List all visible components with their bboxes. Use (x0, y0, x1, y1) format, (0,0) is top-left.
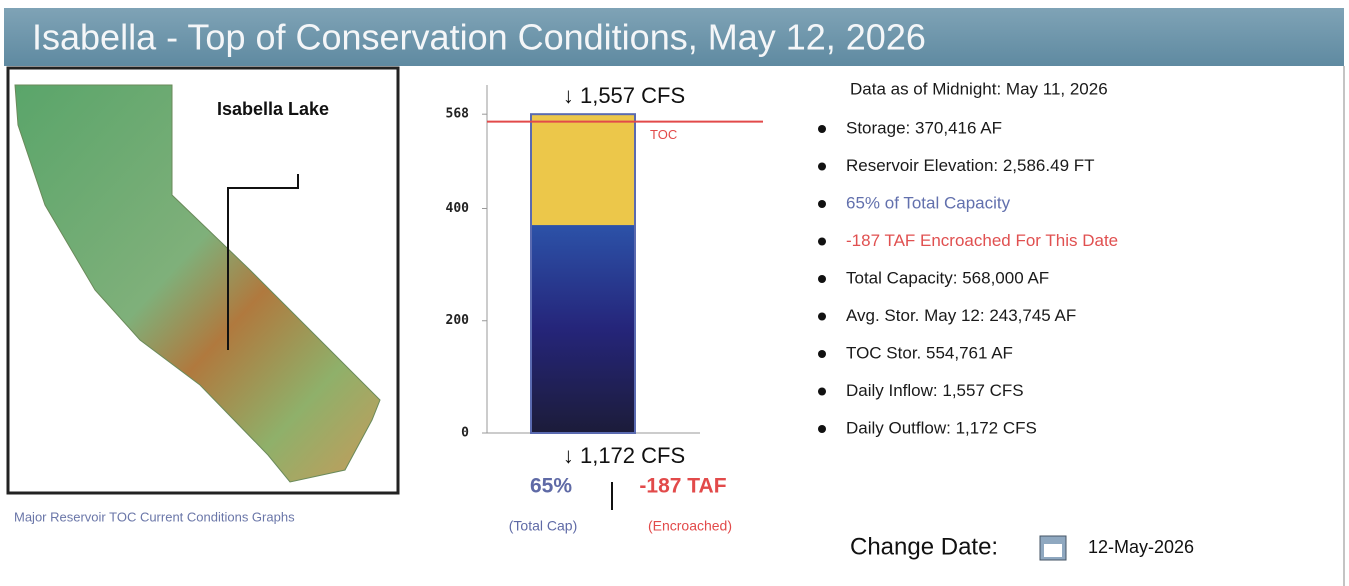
page-title: Isabella - Top of Conservation Condition… (32, 17, 926, 58)
y-tick-label: 200 (446, 313, 470, 328)
percent-caption: (Total Cap) (509, 518, 577, 534)
map-caption[interactable]: Major Reservoir TOC Current Conditions G… (14, 509, 295, 524)
storage-bar (532, 225, 634, 432)
info-item: Avg. Stor. May 12: 243,745 AF (846, 306, 1076, 325)
info-item: Daily Inflow: 1,557 CFS (846, 381, 1024, 400)
bullet (818, 388, 826, 396)
encroached-caption: (Encroached) (648, 518, 732, 534)
info-item: Daily Outflow: 1,172 CFS (846, 418, 1037, 437)
outflow-label: ↓ 1,172 CFS (563, 443, 685, 468)
bullet (818, 125, 826, 133)
info-item: Reservoir Elevation: 2,586.49 FT (846, 156, 1095, 175)
y-tick-label: 0 (461, 426, 469, 441)
y-tick-label: 400 (446, 201, 470, 216)
inflow-label: ↓ 1,557 CFS (563, 83, 685, 108)
info-item: Storage: 370,416 AF (846, 118, 1002, 137)
toc-label: TOC (650, 127, 677, 142)
page: { "header": {"title": "Isabella - Top of… (0, 0, 1349, 586)
chart: 0 200 400 568 TOC ↓ 1,557 CFS ↓ 1,172 CFS 65% -1… (446, 83, 763, 534)
y-tick-label: 568 (446, 107, 470, 122)
screen: Isabella - Top of Conservation Condition… (0, 0, 1349, 586)
bullet (818, 350, 826, 358)
bullet (818, 163, 826, 171)
info-item: -187 TAF Encroached For This Date (846, 231, 1118, 250)
bullet (818, 275, 826, 283)
encroached-label: -187 TAF (639, 475, 726, 498)
percent-label: 65% (530, 475, 572, 498)
info-item: Total Capacity: 568,000 AF (846, 268, 1049, 287)
info-list: Storage: 370,416 AF Reservoir Elevation: … (818, 118, 1118, 437)
bullet (818, 425, 826, 433)
map-label: Isabella Lake (217, 99, 329, 119)
info-item: 65% of Total Capacity (846, 193, 1011, 212)
info-item: TOC Stor. 554,761 AF (846, 343, 1013, 362)
as-of: Data as of Midnight: May 11, 2026 (850, 79, 1108, 98)
bullet (818, 200, 826, 208)
bullet (818, 238, 826, 246)
bullet (818, 313, 826, 321)
change-date-value[interactable]: 12-May-2026 (1088, 537, 1194, 557)
calendar-icon (1044, 544, 1062, 557)
change-date-label: Change Date: (850, 533, 998, 560)
